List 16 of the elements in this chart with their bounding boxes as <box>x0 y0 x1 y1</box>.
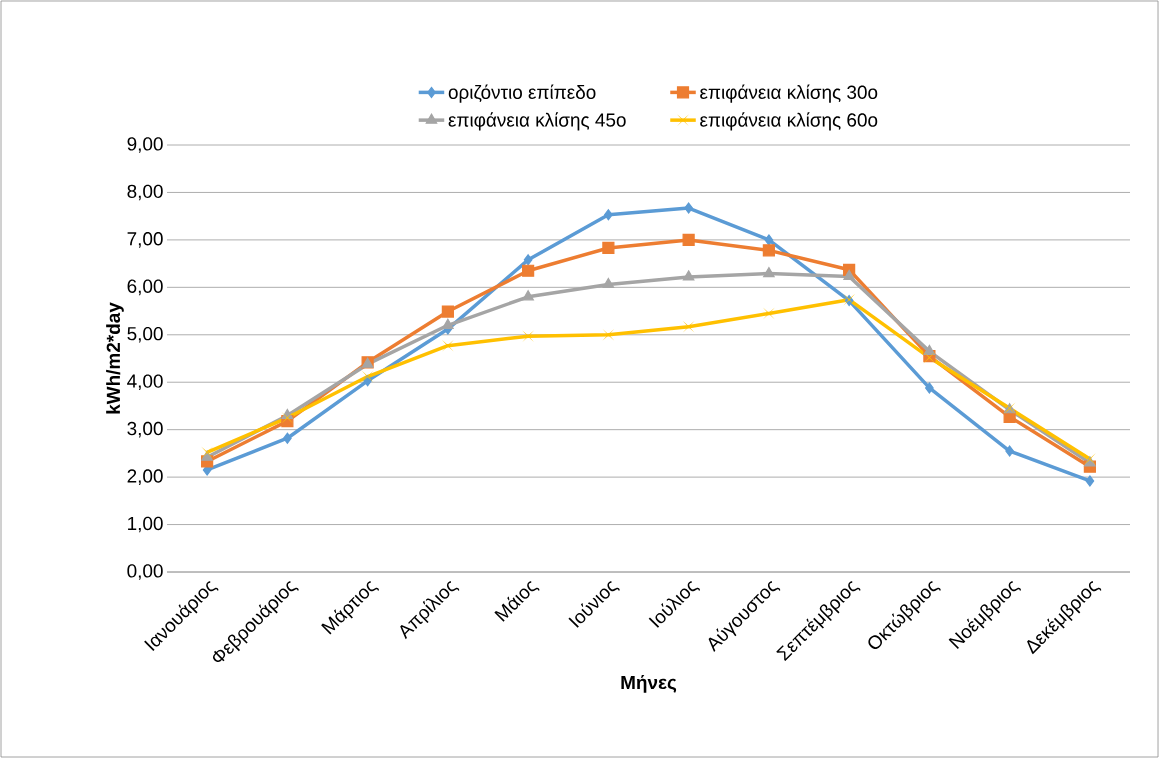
y-tick-label: 5,00 <box>127 326 163 343</box>
y-tick-label: 9,00 <box>127 137 163 153</box>
y-tick-label: 4,00 <box>127 374 163 391</box>
y-tick-label: 3,00 <box>127 421 163 438</box>
y-tick-label: 6,00 <box>127 279 163 296</box>
y-axis-title: kWh/m2*day <box>106 302 124 414</box>
y-tick-label: 7,00 <box>127 232 163 248</box>
legend-label: επιφάνεια κλίσης 45ο <box>448 112 626 131</box>
legend-label: επιφάνεια κλίσης 60ο <box>700 112 878 131</box>
y-tick-label: 8,00 <box>127 184 163 201</box>
x-axis-title: Μήνες <box>621 675 677 693</box>
legend-label: οριζόντιο επίπεδο <box>448 84 596 103</box>
y-tick-label: 2,00 <box>127 469 163 485</box>
y-tick-label: 0,00 <box>127 564 163 580</box>
y-tick-label: 1,00 <box>128 516 163 533</box>
legend-label: επιφάνεια κλίσης 30ο <box>700 84 878 103</box>
